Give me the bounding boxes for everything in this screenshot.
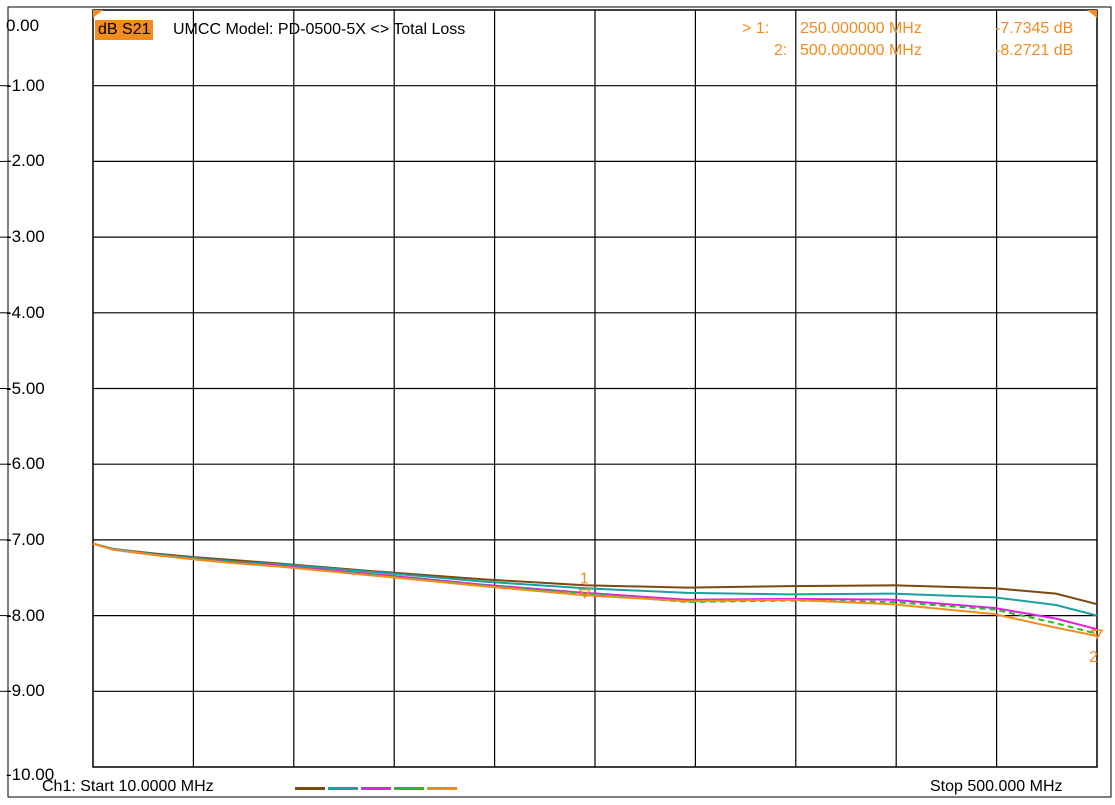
y-tick-label: -9.00 — [6, 681, 45, 701]
marker-2-freq: 500.000000 MHz — [800, 42, 922, 59]
y-tick-label: -5.00 — [6, 378, 45, 398]
marker-2-triangle — [1090, 629, 1104, 640]
start-frequency[interactable]: Ch1: Start 10.0000 MHz — [42, 778, 214, 795]
marker-2-value: -8.2721 dB — [995, 42, 1074, 59]
trace-badge[interactable]: dB S21 — [95, 20, 154, 40]
y-tick-label: -3.00 — [6, 227, 45, 247]
y-tick-label: -2.00 — [6, 151, 45, 171]
y-tick-label: -1.00 — [6, 75, 45, 95]
marker-1-triangle — [578, 588, 592, 599]
marker-2-arrow: 2: — [774, 42, 788, 59]
marker-1-value: -7.7345 dB — [995, 20, 1074, 37]
y-tick-label: -10.00 — [6, 765, 55, 784]
trace-title: UMCC Model: PD-0500-5X <> Total Loss — [173, 21, 466, 38]
trace-4-swatch — [394, 787, 424, 790]
y-tick-label: 0.00 — [6, 16, 40, 35]
y-tick-label: -8.00 — [6, 605, 45, 625]
reference-corner-left — [93, 10, 103, 18]
trace-5-swatch — [427, 787, 457, 790]
y-tick-label: -4.00 — [6, 302, 45, 322]
reference-corner-right — [1087, 10, 1097, 18]
marker-1-arrow: > 1: — [742, 20, 770, 37]
trace-2-swatch — [328, 787, 358, 790]
y-tick-label: -7.00 — [6, 529, 45, 549]
y-tick-label: -6.00 — [6, 454, 45, 474]
display-border — [7, 6, 1112, 798]
trace-1-swatch — [295, 787, 325, 790]
trace-3-swatch — [361, 787, 391, 790]
trace-line-5 — [92, 542, 1098, 637]
marker-1-freq: 250.000000 MHz — [800, 20, 922, 37]
marker-1-label: 1 — [580, 571, 589, 588]
marker-2-label: 2 — [1089, 649, 1098, 666]
stop-frequency[interactable]: Stop 500.000 MHz — [930, 778, 1063, 795]
